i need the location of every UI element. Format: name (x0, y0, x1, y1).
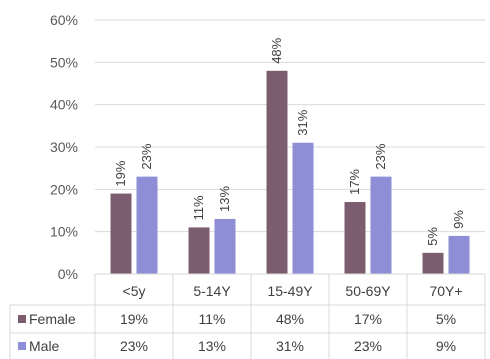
table-cell: 31% (276, 338, 304, 354)
bar-male (214, 218, 236, 274)
bar-female (344, 202, 366, 274)
data-label: 23% (139, 143, 154, 169)
y-tick-label: 40% (50, 97, 78, 113)
data-label: 13% (217, 186, 232, 212)
bar-male (292, 142, 314, 274)
category-label: 5-14Y (193, 283, 231, 299)
y-tick-label: 30% (50, 139, 78, 155)
y-tick-label: 0% (58, 266, 78, 282)
data-label: 48% (269, 37, 284, 63)
table-cell: 13% (198, 338, 226, 354)
category-label: 70Y+ (429, 283, 462, 299)
data-labels: 19% 23% 11% 13% 48% 31% 17% 23% 5% 9% (113, 37, 466, 245)
table-cell: 9% (436, 338, 456, 354)
table-cell: 23% (120, 338, 148, 354)
table-cell: 19% (120, 311, 148, 327)
table-cell: 48% (276, 311, 304, 327)
gridlines (95, 19, 485, 275)
bar-female (422, 252, 444, 274)
bar-male (370, 176, 392, 274)
bar-female (110, 193, 132, 274)
data-label: 19% (113, 160, 128, 186)
bars (110, 70, 470, 274)
legend-key-female (18, 315, 26, 323)
data-label: 23% (373, 143, 388, 169)
y-tick-label: 20% (50, 181, 78, 197)
category-label: 15-49Y (267, 283, 313, 299)
data-label: 17% (347, 169, 362, 195)
table-cell: 11% (199, 311, 226, 327)
bar-female (188, 227, 210, 274)
legend-key-male (18, 342, 26, 350)
data-label: 9% (451, 210, 466, 229)
table-cell: 5% (436, 311, 456, 327)
bar-male (136, 176, 158, 274)
data-label: 5% (425, 227, 440, 246)
table-cell: 17% (354, 311, 382, 327)
y-tick-label: 10% (50, 224, 78, 240)
category-label: 50-69Y (345, 283, 391, 299)
data-label: 31% (295, 109, 310, 135)
data-label: 11% (191, 195, 206, 220)
bar-female (266, 70, 288, 274)
legend-label-male: Male (29, 338, 60, 354)
legend-label-female: Female (29, 311, 76, 327)
y-tick-label: 60% (50, 12, 78, 28)
bar-male (448, 235, 470, 274)
data-table: <5y 5-14Y 15-49Y 50-69Y 70Y+ Female 19% 11% 48% 1… (9, 273, 486, 359)
table-cell: 23% (354, 338, 382, 354)
category-label: <5y (123, 283, 146, 299)
y-axis: 0% 10% 20% 30% 40% 50% 60% (50, 12, 78, 282)
y-tick-label: 50% (50, 54, 78, 70)
